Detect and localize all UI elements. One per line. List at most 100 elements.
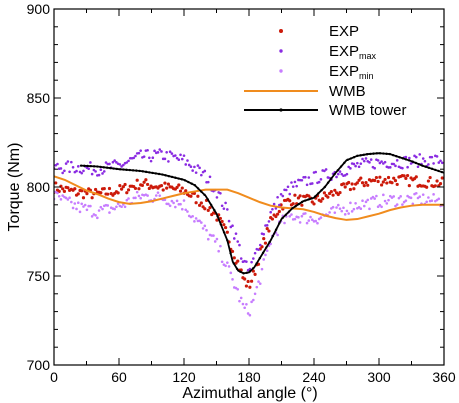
data-point xyxy=(137,187,141,191)
y-tick-label: 800 xyxy=(27,179,51,195)
marker xyxy=(154,172,158,175)
data-point xyxy=(163,198,167,202)
marker xyxy=(248,270,252,273)
data-point xyxy=(270,217,274,221)
data-point xyxy=(201,227,205,230)
data-point xyxy=(293,180,297,184)
y-tick-label: 900 xyxy=(27,1,51,17)
data-point xyxy=(165,151,168,154)
data-point xyxy=(97,209,101,212)
marker xyxy=(346,158,349,162)
data-point xyxy=(203,207,207,211)
data-point xyxy=(215,196,219,199)
data-point xyxy=(94,170,97,173)
x-tick-label: 240 xyxy=(302,369,326,385)
data-point xyxy=(368,161,371,164)
data-point xyxy=(368,207,371,211)
data-point xyxy=(262,232,266,236)
data-point xyxy=(191,169,194,172)
data-point xyxy=(359,162,363,165)
data-point xyxy=(286,185,290,189)
data-point xyxy=(184,208,188,212)
data-point xyxy=(406,173,410,178)
marker xyxy=(118,168,122,171)
data-point xyxy=(290,181,293,184)
data-point xyxy=(203,224,207,228)
data-point xyxy=(59,167,63,170)
marker xyxy=(115,167,119,171)
data-point xyxy=(82,169,85,173)
marker xyxy=(281,216,284,220)
data-point xyxy=(120,187,124,191)
data-point xyxy=(232,256,236,260)
data-point xyxy=(335,206,338,209)
marker xyxy=(252,266,255,270)
data-point xyxy=(125,191,129,195)
data-point xyxy=(113,159,116,162)
data-point xyxy=(274,214,278,219)
data-point xyxy=(364,157,368,160)
data-point xyxy=(234,232,238,235)
data-point xyxy=(314,170,318,174)
data-point xyxy=(307,219,311,222)
data-point xyxy=(300,178,304,182)
data-point xyxy=(331,205,335,209)
data-point xyxy=(220,219,224,224)
data-point xyxy=(219,244,222,248)
data-point xyxy=(213,240,217,243)
data-point xyxy=(376,159,380,162)
data-point xyxy=(432,162,435,165)
data-point xyxy=(260,245,264,249)
data-point xyxy=(385,181,389,185)
data-point xyxy=(239,296,243,300)
data-point xyxy=(336,172,340,176)
marker xyxy=(362,153,366,156)
marker xyxy=(310,197,314,200)
legend-label: EXPmin xyxy=(329,63,374,81)
data-point xyxy=(236,240,240,243)
marker xyxy=(307,198,310,201)
data-point xyxy=(140,183,144,187)
data-point xyxy=(149,159,153,163)
data-point xyxy=(246,312,250,315)
marker xyxy=(349,157,353,160)
marker xyxy=(122,168,125,171)
data-point xyxy=(319,216,323,219)
data-point xyxy=(345,209,349,213)
data-point xyxy=(194,171,198,174)
data-point xyxy=(208,206,212,210)
data-point xyxy=(321,197,325,201)
marker xyxy=(170,175,174,179)
data-point xyxy=(111,160,115,164)
data-point xyxy=(179,202,182,206)
data-point xyxy=(64,196,68,200)
legend: EXP EXPmax EXPmin WMB WMB tower xyxy=(244,23,407,119)
marker xyxy=(109,166,112,170)
data-point xyxy=(264,253,267,257)
data-point xyxy=(82,205,85,208)
data-point xyxy=(272,202,276,206)
data-point xyxy=(56,162,59,166)
data-point xyxy=(276,233,279,237)
data-point xyxy=(54,181,58,185)
data-point xyxy=(243,277,247,281)
data-point xyxy=(407,184,411,188)
data-point xyxy=(64,162,68,165)
x-tick-label: 180 xyxy=(237,369,261,385)
data-point xyxy=(227,265,231,268)
data-point xyxy=(108,211,111,214)
data-point xyxy=(357,178,361,182)
data-point xyxy=(383,160,387,164)
data-point xyxy=(425,200,428,204)
marker xyxy=(356,154,359,158)
data-point xyxy=(56,191,59,195)
data-point xyxy=(347,212,350,215)
data-point xyxy=(258,282,262,285)
data-point xyxy=(97,173,101,177)
data-point xyxy=(186,210,189,213)
marker xyxy=(352,155,356,159)
data-point xyxy=(68,170,71,174)
data-point xyxy=(394,204,397,208)
data-point xyxy=(380,205,383,209)
marker xyxy=(128,168,132,172)
